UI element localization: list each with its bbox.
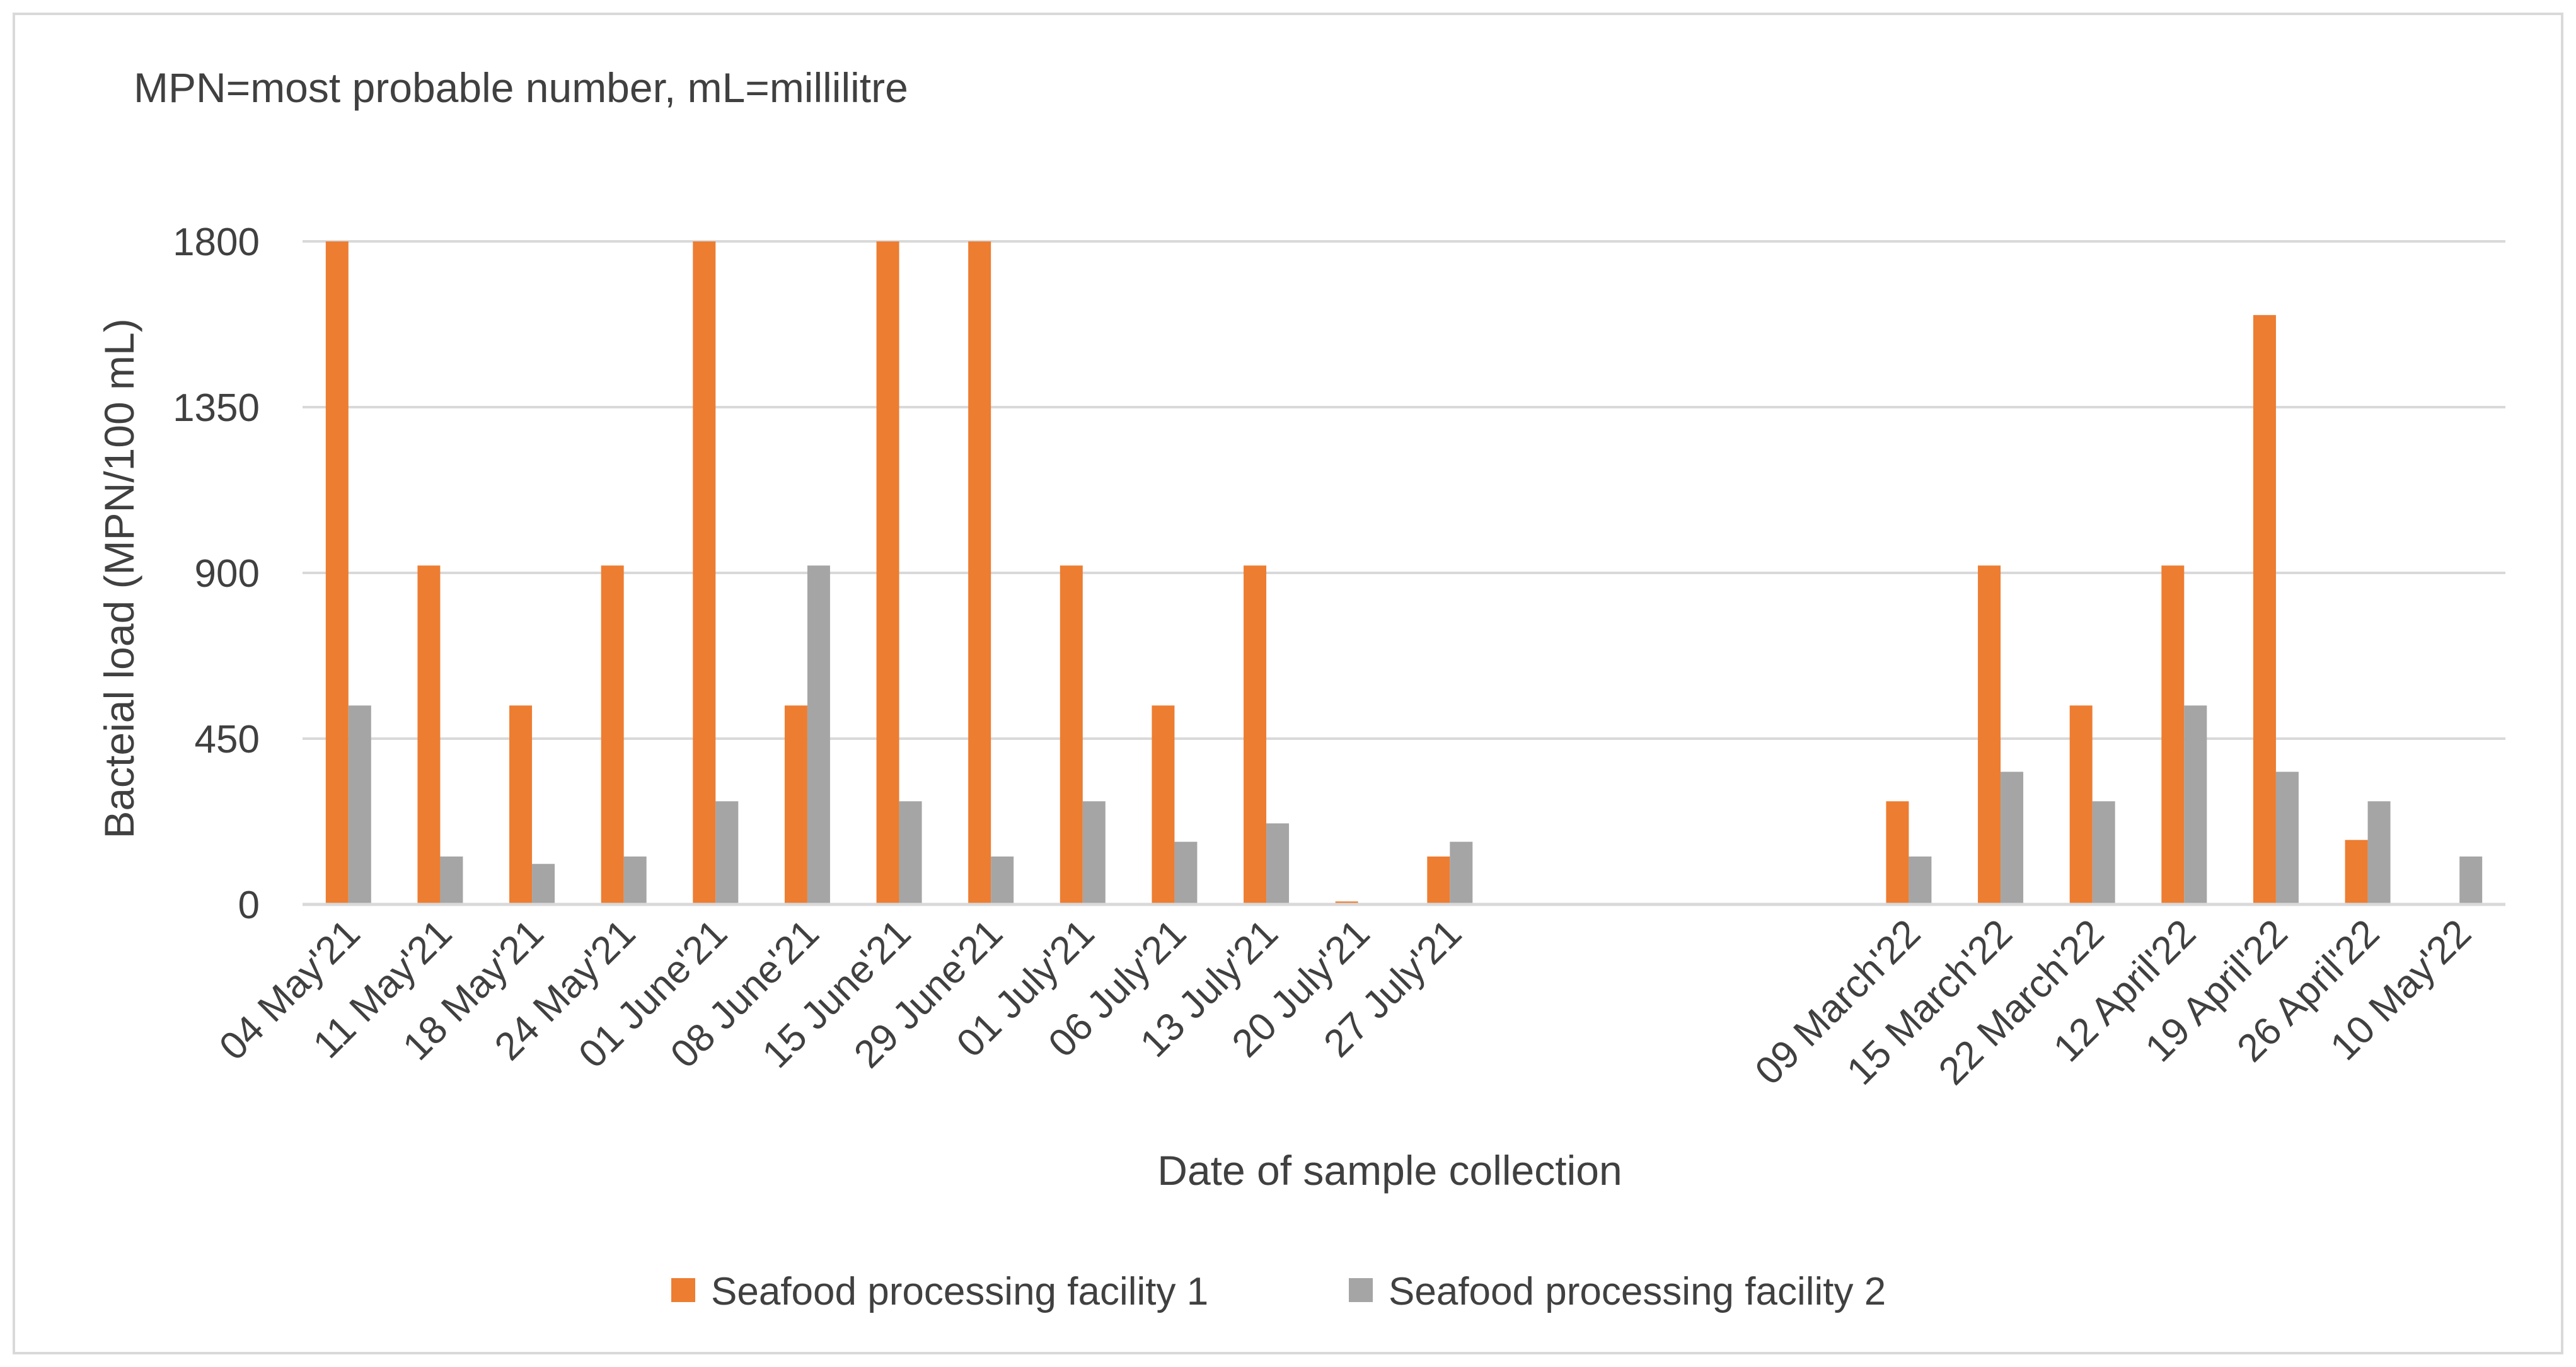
bar-series2-2: [532, 863, 555, 904]
y-tick-label-4: 1800: [173, 221, 260, 264]
bar-series2-7: [991, 857, 1014, 904]
bar-series1-0: [325, 241, 349, 904]
bar-series2-3: [623, 857, 647, 904]
bar-series1-2: [509, 705, 533, 904]
bar-series2-9: [1174, 841, 1198, 904]
bar-series2-19: [2092, 801, 2115, 904]
bar-series2-18: [2001, 771, 2024, 904]
bar-series1-6: [876, 241, 899, 904]
y-axis-tick-labels: 0 450 900 1350 1800: [173, 221, 260, 927]
bar-series1-3: [601, 565, 624, 904]
bar-series1-8: [1060, 565, 1083, 904]
chart-note: MPN=most probable number, mL=millilitre: [134, 64, 908, 111]
bar-series2-8: [1082, 801, 1106, 904]
bar-series2-12: [1450, 841, 1473, 904]
bar-series2-17: [1909, 857, 1932, 904]
bar-series1-17: [1886, 801, 1909, 904]
bar-series2-20: [2184, 705, 2207, 904]
bar-series2-6: [899, 801, 922, 904]
bar-series1-9: [1152, 705, 1175, 904]
bar-series1-4: [693, 241, 716, 904]
bar-series2-21: [2275, 771, 2299, 904]
bar-series2-22: [2367, 801, 2391, 904]
bar-series2-10: [1266, 823, 1290, 904]
bar-series1-22: [2345, 839, 2368, 904]
y-tick-label-3: 1350: [173, 386, 260, 430]
gridlines: [303, 240, 2505, 740]
bar-series2-5: [807, 565, 830, 904]
bar-series2-23: [2459, 857, 2483, 904]
bar-series2-4: [715, 801, 739, 904]
bar-series1-5: [784, 705, 807, 904]
y-tick-label-1: 450: [195, 718, 260, 761]
legend-label-2: Seafood processing facility 2: [1389, 1270, 1886, 1313]
legend-label-1: Seafood processing facility 1: [711, 1270, 1208, 1313]
y-tick-label-0: 0: [238, 884, 260, 927]
bar-series1-19: [2069, 705, 2093, 904]
bar-series1-12: [1427, 857, 1450, 904]
bar-series2-0: [348, 705, 371, 904]
legend-swatch-2: [1349, 1278, 1373, 1302]
bar-series1-7: [968, 241, 991, 904]
legend: Seafood processing facility 1 Seafood pro…: [671, 1270, 1886, 1313]
bar-series2-1: [440, 857, 463, 904]
bar-series1-1: [417, 565, 441, 904]
y-tick-label-2: 900: [195, 552, 260, 596]
bar-series1-18: [1978, 565, 2001, 904]
bars: [325, 241, 2483, 904]
bar-series1-20: [2161, 565, 2185, 904]
y-axis-label: Bacteial load (MPN/100 mL): [96, 318, 142, 838]
bar-series1-10: [1244, 565, 1267, 904]
legend-swatch-1: [671, 1278, 695, 1302]
bar-series1-21: [2253, 314, 2276, 904]
x-axis-label: Date of sample collection: [1157, 1147, 1622, 1194]
